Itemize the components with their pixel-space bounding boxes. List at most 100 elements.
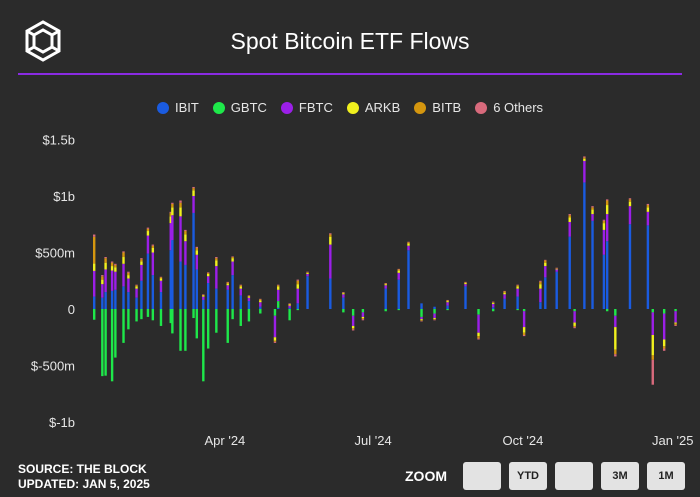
legend-item-gbtc[interactable]: GBTC — [212, 100, 267, 115]
bar-arkb — [628, 201, 632, 207]
bar-ibit — [384, 288, 387, 309]
chart-plot: $1.5b $1b $500m 0 $-500m $-1b Apr '24 Jul '24 Oc… — [31, 133, 694, 449]
zoom-button-ytd[interactable]: YTD — [509, 462, 547, 490]
zoom-button-blank-1[interactable] — [463, 462, 501, 490]
bar-arkb — [135, 286, 138, 289]
bar-arkb — [288, 304, 291, 306]
bar-6-others — [446, 299, 449, 301]
bar-gbtc — [446, 309, 449, 311]
bar-fbtc — [104, 269, 107, 293]
bar-fbtc — [110, 270, 114, 291]
bar-ibit — [306, 276, 309, 309]
bar-6-others — [361, 319, 365, 321]
updated-text: UPDATED: JAN 5, 2025 — [18, 477, 150, 491]
bar-gbtc — [135, 309, 138, 322]
bar-ibit — [516, 296, 519, 309]
bar-bitb — [329, 234, 332, 237]
bar-bitb — [522, 332, 526, 335]
bar-6-others — [296, 279, 299, 281]
bar-arkb — [171, 207, 174, 216]
bar-ibit — [226, 289, 229, 309]
legend-label: 6 Others — [493, 100, 544, 115]
bar-fbtc — [135, 288, 138, 298]
bar-6-others — [573, 327, 576, 329]
bar-gbtc — [477, 309, 480, 315]
bar-arkb — [247, 296, 251, 298]
bar-gbtc — [127, 309, 130, 330]
bar-bitb — [539, 281, 542, 285]
bar-ibit — [491, 307, 495, 309]
bar-gbtc — [342, 309, 345, 313]
bar-6-others — [539, 280, 542, 282]
bar-bitb — [361, 318, 365, 320]
bar-bitb — [662, 346, 666, 349]
source-text: SOURCE: THE BLOCK — [18, 462, 147, 476]
bar-ibit — [605, 241, 609, 309]
bar-gbtc — [93, 309, 96, 320]
bars — [93, 156, 677, 385]
bar-gbtc — [522, 309, 526, 312]
bar-ibit — [140, 280, 143, 309]
legend-item-6-others[interactable]: 6 Others — [475, 100, 543, 115]
zoom-button-1m[interactable]: 1M — [647, 462, 685, 490]
bar-fbtc — [420, 316, 423, 320]
bar-6-others — [215, 257, 218, 259]
bar-arkb — [583, 158, 586, 161]
bar-fbtc — [296, 288, 299, 304]
zoom-button-blank-2[interactable] — [555, 462, 593, 490]
bar-gbtc — [184, 309, 187, 351]
bar-ibit — [202, 299, 205, 309]
bar-fbtc — [231, 261, 234, 276]
bar-6-others — [159, 276, 163, 278]
bar-6-others — [239, 284, 242, 286]
legend-item-bitb[interactable]: BITB — [414, 100, 461, 115]
bar-6-others — [591, 206, 594, 208]
bar-ibit — [179, 261, 182, 309]
bar-ibit — [591, 220, 594, 309]
bar-arkb — [516, 286, 519, 289]
bar-bitb — [159, 277, 163, 279]
bar-6-others — [151, 244, 155, 246]
bar-arkb — [226, 283, 229, 286]
bar-ibit — [329, 278, 332, 309]
x-tick-label: Apr '24 — [205, 433, 246, 448]
bar-fbtc — [516, 288, 519, 297]
bar-6-others — [662, 348, 666, 351]
bar-fbtc — [277, 289, 280, 302]
bar-ibit — [646, 225, 650, 309]
legend-item-arkb[interactable]: ARKB — [346, 100, 400, 115]
legend-item-fbtc[interactable]: FBTC — [280, 100, 333, 115]
bar-6-others — [110, 261, 114, 263]
bar-arkb — [184, 234, 187, 242]
y-tick-label: $-1b — [49, 415, 75, 430]
bar-fbtc — [591, 214, 594, 221]
source-note: SOURCE: THE BLOCK UPDATED: JAN 5, 2025 — [18, 462, 150, 492]
bar-6-others — [646, 203, 650, 206]
bar-gbtc — [195, 309, 198, 339]
bar-arkb — [651, 334, 654, 356]
bar-arkb — [384, 284, 387, 286]
bar-arkb — [114, 267, 117, 272]
bar-ibit — [602, 254, 606, 309]
bar-ibit — [247, 301, 251, 309]
legend-label: IBIT — [174, 100, 199, 115]
bar-6-others — [407, 241, 410, 243]
bar-arkb — [104, 262, 107, 270]
bar-arkb — [605, 205, 609, 215]
bar-arkb — [101, 279, 104, 285]
bar-fbtc — [397, 272, 400, 280]
bar-fbtc — [114, 271, 117, 290]
bar-bitb — [140, 259, 143, 262]
legend-label: BITB — [432, 100, 462, 115]
bar-bitb — [226, 282, 229, 284]
zoom-button-3m[interactable]: 3M — [601, 462, 639, 490]
bar-bitb — [503, 291, 506, 293]
bar-bitb — [568, 215, 571, 218]
bar-6-others — [231, 256, 234, 258]
bar-gbtc — [273, 309, 277, 316]
bar-fbtc — [169, 223, 172, 251]
bar-fbtc — [446, 302, 449, 306]
bar-fbtc — [646, 211, 650, 226]
bar-fbtc — [101, 284, 104, 298]
legend-item-ibit[interactable]: IBIT — [156, 100, 199, 115]
